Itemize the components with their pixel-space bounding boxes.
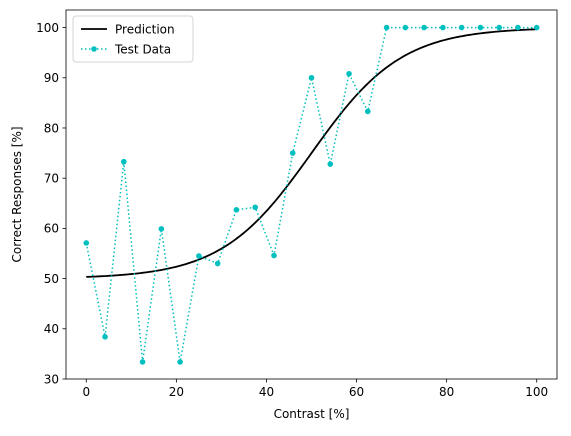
series-layer [83,24,540,365]
test-data-point [365,108,371,115]
x-tick-label: 60 [349,385,364,399]
test-data-point [515,24,521,31]
test-data-point [383,24,390,31]
test-data-point [177,359,183,365]
test-data-point [496,24,503,31]
test-data-point [327,161,334,167]
plot-area [66,10,557,379]
y-tick-label: 90 [44,71,59,85]
test-data-point [402,24,409,31]
y-tick-label: 80 [44,121,59,135]
x-axis-label: Contrast [%] [274,407,350,421]
legend-entry-label: Prediction [115,22,175,36]
y-tick-label: 40 [44,322,59,336]
test-data-point [440,24,446,31]
test-data-point [289,150,296,156]
test-data-point [233,207,240,213]
y-axis-label: Correct Responses [%] [10,126,24,262]
test-data-point [458,24,465,31]
x-tick-label: 80 [439,385,454,399]
test-data-point [271,252,277,259]
test-data-point [477,24,484,31]
prediction-line [86,28,537,278]
legend-test-data-marker [91,46,97,52]
test-data-point [83,240,90,246]
y-tick-label: 30 [44,372,59,386]
test-data-point [158,226,165,232]
x-tick-label: 100 [525,385,548,399]
x-tick-label: 20 [169,385,184,399]
test-data-point [214,260,221,267]
y-tick-label: 100 [36,21,59,35]
test-data-point [308,74,315,81]
y-tick-label: 50 [44,272,59,286]
axes-frame [65,9,558,380]
test-data-point [346,70,352,77]
y-tick-label: 60 [44,222,59,236]
test-data-point [252,204,258,211]
x-tick-label: 40 [259,385,274,399]
test-data-point [120,158,127,165]
legend: Prediction Test Data [72,15,194,63]
y-tick-label: 70 [44,171,59,185]
test-data-point [102,334,108,340]
legend-box [72,15,194,63]
axes-layer: 0 20 40 60 80 100 30 40 50 60 70 80 90 100 [36,9,558,399]
legend-entry-label: Test Data [114,42,171,56]
test-data-point [139,359,146,365]
test-data-point [421,24,427,31]
test-data-point [533,24,540,31]
x-tick-label: 0 [82,385,90,399]
test-data-point [196,253,202,259]
